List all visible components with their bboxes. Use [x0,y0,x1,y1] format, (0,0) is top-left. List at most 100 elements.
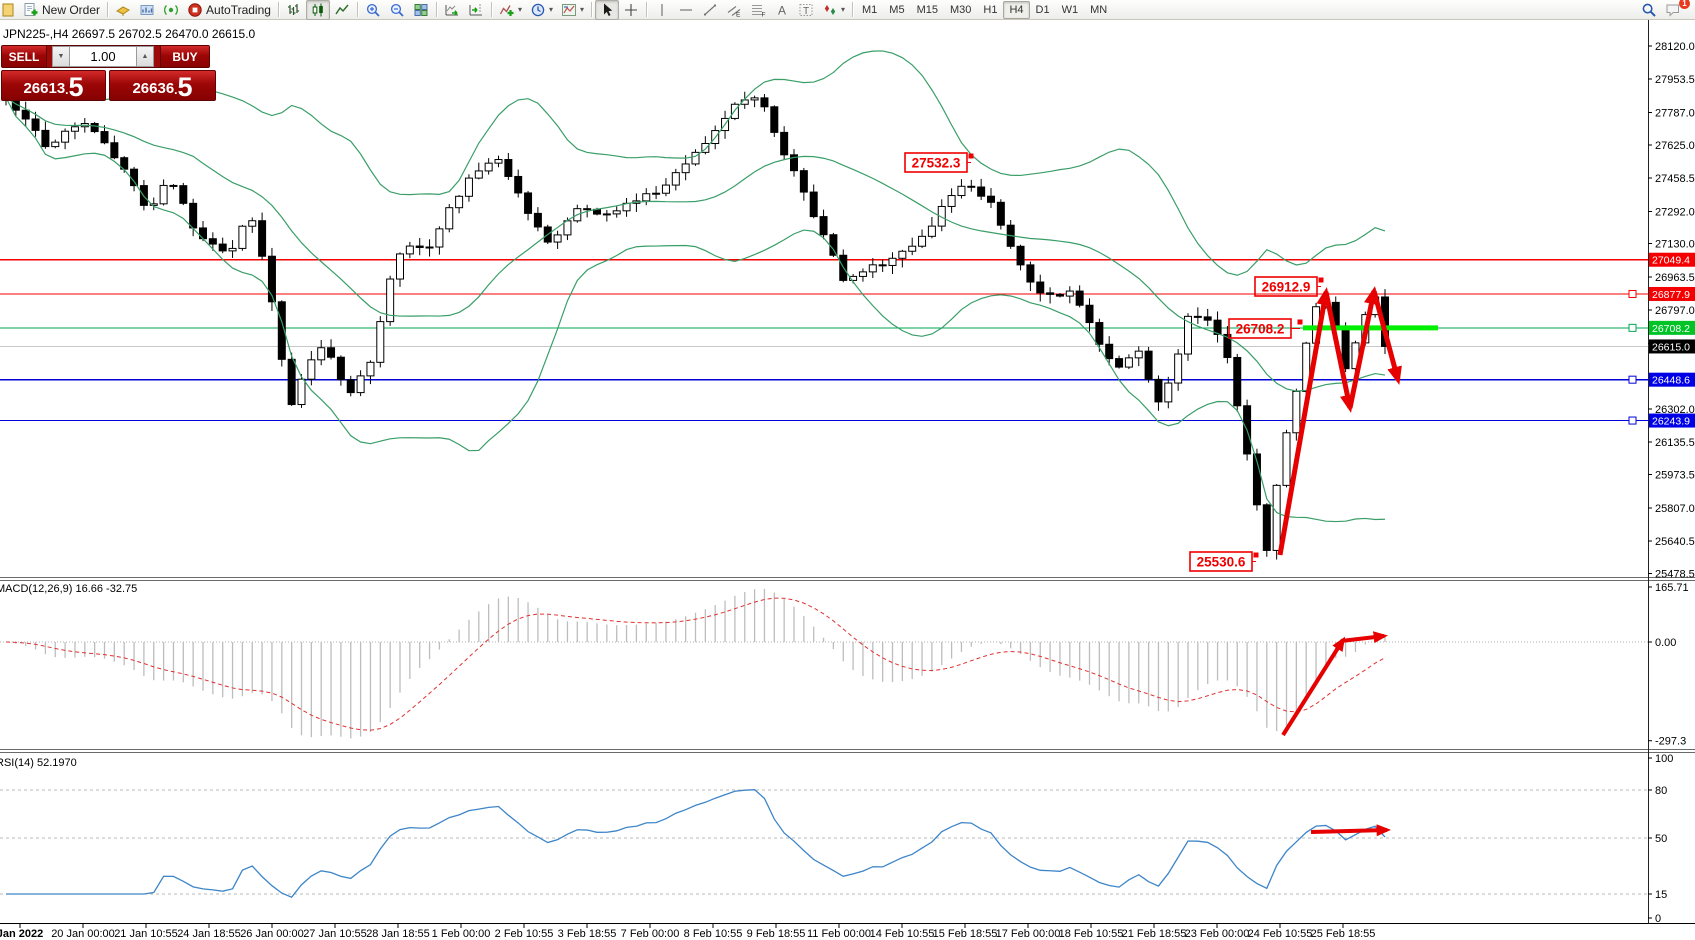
signal-icon [164,4,178,15]
bar-chart-mode-button[interactable] [282,0,306,20]
line-chart-mode-button[interactable] [330,0,354,20]
timeframe-m5-button[interactable]: M5 [889,3,905,16]
svg-text:18 Feb 10:55: 18 Feb 10:55 [1059,928,1124,940]
svg-text:26912.9: 26912.9 [1262,280,1311,295]
svg-text:26302.0: 26302.0 [1655,404,1695,416]
timeframe-m30-button[interactable]: M30 [949,3,972,16]
svg-text:25807.0: 25807.0 [1655,503,1695,515]
zoom-in-button[interactable] [361,0,385,20]
buy-button[interactable]: BUY [160,46,209,67]
timeframe-h4-button[interactable]: H4 [1003,0,1030,19]
svg-text:100: 100 [1655,753,1673,765]
vertical-line-tool[interactable] [650,0,674,20]
autotrading-label: AutoTrading [206,2,271,17]
new-order-icon [24,2,38,16]
notification-count-badge: 1 [1679,0,1690,9]
sell-button[interactable]: SELL [2,46,47,67]
timeframe-mn-button[interactable]: MN [1090,3,1108,16]
indicators-button[interactable]: ▾ [495,0,526,20]
tile-windows-icon [414,3,428,16]
zoom-out-button[interactable] [385,0,409,20]
signals-button[interactable] [159,0,183,20]
volume-decrease-button[interactable]: ▼ [52,46,70,67]
timeframe-m1-button[interactable]: M1 [862,3,878,16]
horizontal-line-tool[interactable] [674,0,698,20]
notifications-button[interactable]: 1 [1661,0,1690,20]
svg-text:24 Feb 10:55: 24 Feb 10:55 [1248,928,1313,940]
periods-clock-icon [531,3,545,16]
buy-price-button[interactable]: 26636 . 5 [109,70,216,101]
horizontal-line-icon [680,8,692,11]
svg-text:23 Feb 00:00: 23 Feb 00:00 [1185,928,1250,940]
dropdown-caret: ▾ [579,4,584,14]
data-window-button[interactable] [135,0,159,20]
market-depth-icon [116,5,131,16]
svg-text:27787.0: 27787.0 [1655,107,1695,119]
crosshair-icon [625,3,637,16]
new-order-button[interactable]: New Order [19,0,104,20]
svg-text:26708.2: 26708.2 [1236,322,1285,337]
svg-text:25530.6: 25530.6 [1197,555,1246,570]
arrows-tool[interactable]: ▾ [818,0,849,20]
auto-scroll-button[interactable] [440,0,464,20]
svg-text:26243.9: 26243.9 [1652,416,1690,428]
volume-increase-button[interactable]: ▲ [136,46,154,67]
sell-price-main: 26613 [23,80,66,97]
label-tool[interactable]: T [794,0,818,20]
equidistant-channel-tool[interactable]: E [722,0,746,20]
market-depth-button[interactable] [111,0,135,20]
periods-button[interactable]: ▾ [526,0,557,20]
data-window-icon [140,4,154,15]
auto-scroll-icon [445,4,458,16]
timeframe-m15-button[interactable]: M15 [916,3,938,16]
timeframe-h1-button[interactable]: H1 [983,3,998,16]
svg-text:26963.5: 26963.5 [1655,272,1695,284]
svg-text:26708.2: 26708.2 [1652,323,1690,335]
trendline-tool[interactable] [698,0,722,20]
svg-text:21 Jan 10:55: 21 Jan 10:55 [114,928,178,940]
main-toolbar: New Order AutoTrading [0,0,1695,20]
templates-button[interactable]: ▾ [557,0,588,20]
fibonacci-tool[interactable]: F [746,0,770,20]
one-click-trade-panel: SELL ▼ ▲ BUY 26613 . 5 26636 . 5 [1,45,216,101]
svg-text:-297.3: -297.3 [1655,736,1686,748]
macd-indicator-label: MACD(12,26,9) 16.66 -32.75 [0,583,138,595]
search-button[interactable] [1637,0,1661,20]
axes-frame-layer: 28120.0 27953.5 27787.0 27625.0 27458.5 27292… [0,20,1695,940]
svg-text:26135.5: 26135.5 [1655,437,1695,449]
svg-text:26797.0: 26797.0 [1655,305,1695,317]
sell-price-big-digit: 5 [68,72,84,103]
zoom-in-icon [366,3,380,17]
search-icon [1642,3,1656,17]
tile-windows-button[interactable] [409,0,433,20]
svg-text:80: 80 [1655,785,1667,797]
trendline-icon [704,4,716,15]
trade-panel-price-row: 26613 . 5 26636 . 5 [1,70,216,101]
crosshair-tool-button[interactable] [619,0,643,20]
sell-price-button[interactable]: 26613 . 5 [1,70,106,101]
autotrading-icon [188,2,202,17]
svg-text:14 Feb 10:55: 14 Feb 10:55 [870,928,935,940]
clipped-toolbar-button[interactable] [0,0,19,20]
separator [646,2,647,17]
svg-text:0.00: 0.00 [1655,637,1676,649]
svg-text:26 Jan 00:00: 26 Jan 00:00 [240,928,304,940]
volume-input[interactable] [70,47,136,66]
candlestick-mode-button[interactable] [305,0,330,20]
separator [356,2,358,17]
text-tool[interactable]: A [770,0,794,20]
rsi-indicator-label: RSI(14) 52.1970 [0,757,77,769]
text-a-icon: A [778,3,786,17]
svg-text:28120.0: 28120.0 [1655,41,1695,53]
svg-text:Jan 2022: Jan 2022 [0,928,43,940]
timeframe-w1-button[interactable]: W1 [1061,3,1079,16]
dropdown-caret: ▾ [841,4,846,14]
cursor-icon [604,3,613,16]
bollinger-bands-layer [5,50,1386,523]
chart-shift-button[interactable] [464,0,488,20]
autotrading-button[interactable]: AutoTrading [183,0,275,20]
timeframe-d1-button[interactable]: D1 [1035,3,1050,16]
cursor-tool-button[interactable] [595,0,619,20]
chart-canvas[interactable]: 28120.0 27953.5 27787.0 27625.0 27458.5 27292… [0,20,1695,940]
svg-text:26615.0: 26615.0 [1652,341,1690,353]
